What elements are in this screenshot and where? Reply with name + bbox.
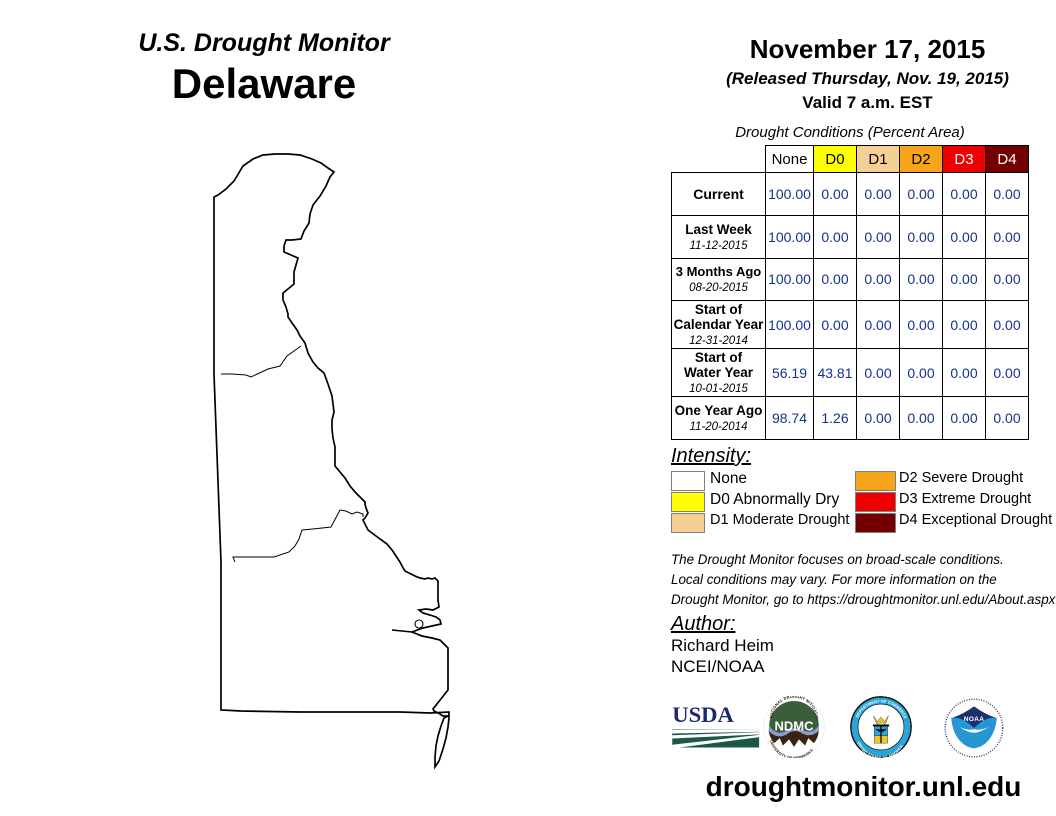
svg-text:USDA: USDA (672, 702, 734, 727)
svg-text:NDMC: NDMC (774, 719, 814, 734)
svg-text:NOAA: NOAA (964, 716, 985, 723)
